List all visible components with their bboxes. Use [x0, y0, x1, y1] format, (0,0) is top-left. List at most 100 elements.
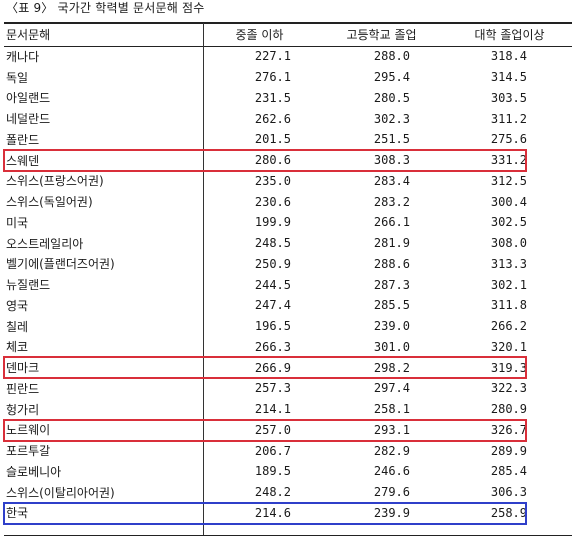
- table-bottom-rule: [4, 535, 572, 536]
- table-row: 슬로베니아 189.5 246.6 285.4: [4, 461, 572, 482]
- college-score: 311.2: [490, 111, 527, 126]
- college-score: 322.3: [490, 381, 527, 396]
- middle-school-score: 266.3: [254, 339, 291, 354]
- middle-school-score: 250.9: [254, 256, 291, 271]
- table-row: 체코 266.3 301.0 320.1: [4, 337, 572, 358]
- literacy-score-table: 문서문해 중졸 이하 고등학교 졸업 대학 졸업이상 캐나다 227.1 288.0…: [4, 23, 572, 523]
- high-school-score: 280.5: [373, 90, 410, 105]
- table-row: 헝가리 214.1 258.1 280.9: [4, 399, 572, 420]
- college-score: 314.5: [490, 70, 527, 85]
- country-cell: 칠레: [6, 319, 29, 334]
- middle-school-score: 280.6: [254, 153, 291, 168]
- college-score: 258.9: [490, 505, 527, 520]
- country-cell: 뉴질랜드: [6, 278, 51, 293]
- table-row: 네덜란드 262.6 302.3 311.2: [4, 108, 572, 129]
- middle-school-score: 201.5: [254, 132, 291, 147]
- table-row: 폴란드 201.5 251.5 275.6: [4, 129, 572, 150]
- country-cell: 캐나다: [6, 49, 40, 64]
- header-high-school: 고등학교 졸업: [346, 28, 417, 42]
- middle-school-score: 266.9: [254, 360, 291, 375]
- country-cell: 폴란드: [6, 132, 40, 147]
- college-score: 289.9: [490, 443, 527, 458]
- college-score: 326.7: [490, 422, 527, 437]
- college-score: 275.6: [490, 132, 527, 147]
- college-score: 318.4: [490, 49, 527, 64]
- middle-school-score: 227.1: [254, 49, 291, 64]
- country-cell: 핀란드: [6, 381, 40, 396]
- country-cell: 체코: [6, 340, 29, 355]
- table-row: 벨기에(플랜더즈어권) 250.9 288.6 313.3: [4, 254, 572, 275]
- table-row: 영국 247.4 285.5 311.8: [4, 295, 572, 316]
- country-cell: 벨기에(플랜더즈어권): [6, 257, 115, 272]
- middle-school-score: 248.5: [254, 236, 291, 251]
- high-school-score: 279.6: [373, 485, 410, 500]
- table-row: 아일랜드 231.5 280.5 303.5: [4, 88, 572, 109]
- high-school-score: 281.9: [373, 236, 410, 251]
- college-score: 266.2: [490, 319, 527, 334]
- middle-school-score: 244.5: [254, 277, 291, 292]
- country-cell: 미국: [6, 215, 29, 230]
- table-row: 한국 214.6 239.9 258.9: [4, 503, 572, 524]
- college-score: 285.4: [490, 464, 527, 479]
- table-row: 캐나다 227.1 288.0 318.4: [4, 46, 572, 67]
- college-score: 320.1: [490, 339, 527, 354]
- high-school-score: 302.3: [373, 111, 410, 126]
- country-cell: 포르투갈: [6, 444, 51, 459]
- high-school-score: 246.6: [373, 464, 410, 479]
- table-row: 오스트레일리아 248.5 281.9 308.0: [4, 233, 572, 254]
- high-school-score: 283.2: [373, 194, 410, 209]
- college-score: 308.0: [490, 236, 527, 251]
- country-cell: 노르웨이: [6, 423, 51, 438]
- middle-school-score: 276.1: [254, 70, 291, 85]
- middle-school-score: 257.0: [254, 422, 291, 437]
- middle-school-score: 196.5: [254, 319, 291, 334]
- header-literacy: 문서문해: [6, 28, 51, 42]
- table-header-row: 문서문해 중졸 이하 고등학교 졸업 대학 졸업이상: [4, 23, 572, 46]
- table-row: 노르웨이 257.0 293.1 326.7: [4, 420, 572, 441]
- college-score: 311.8: [490, 298, 527, 313]
- country-cell: 헝가리: [6, 402, 40, 417]
- country-cell: 스웨덴: [6, 153, 40, 168]
- college-score: 312.5: [490, 173, 527, 188]
- header-college: 대학 졸업이상: [474, 28, 545, 42]
- header-middle-school: 중졸 이하: [235, 28, 284, 42]
- college-score: 319.3: [490, 360, 527, 375]
- middle-school-score: 247.4: [254, 298, 291, 313]
- column-divider: [203, 23, 204, 535]
- table-row: 포르투갈 206.7 282.9 289.9: [4, 440, 572, 461]
- table-caption: 〈표 9〉 국가간 학력별 문서문해 점수: [6, 1, 205, 15]
- table-row: 미국 199.9 266.1 302.5: [4, 212, 572, 233]
- table-row: 덴마크 266.9 298.2 319.3: [4, 357, 572, 378]
- high-school-score: 239.9: [373, 505, 410, 520]
- country-cell: 독일: [6, 70, 29, 85]
- middle-school-score: 248.2: [254, 485, 291, 500]
- college-score: 331.2: [490, 153, 527, 168]
- high-school-score: 293.1: [373, 422, 410, 437]
- table-row: 뉴질랜드 244.5 287.3 302.1: [4, 274, 572, 295]
- middle-school-score: 206.7: [254, 443, 291, 458]
- high-school-score: 297.4: [373, 381, 410, 396]
- college-score: 280.9: [490, 402, 527, 417]
- table-row: 스위스(프랑스어권) 235.0 283.4 312.5: [4, 171, 572, 192]
- college-score: 313.3: [490, 256, 527, 271]
- table-top-rule: [4, 22, 572, 24]
- country-cell: 스위스(이탈리아어권): [6, 485, 115, 500]
- high-school-score: 258.1: [373, 402, 410, 417]
- high-school-score: 298.2: [373, 360, 410, 375]
- country-cell: 스위스(프랑스어권): [6, 174, 104, 189]
- college-score: 303.5: [490, 90, 527, 105]
- middle-school-score: 230.6: [254, 194, 291, 209]
- high-school-score: 288.0: [373, 49, 410, 64]
- high-school-score: 301.0: [373, 339, 410, 354]
- table-header-rule: [4, 46, 572, 47]
- table-row: 스위스(이탈리아어권) 248.2 279.6 306.3: [4, 482, 572, 503]
- high-school-score: 308.3: [373, 153, 410, 168]
- high-school-score: 285.5: [373, 298, 410, 313]
- high-school-score: 295.4: [373, 70, 410, 85]
- middle-school-score: 257.3: [254, 381, 291, 396]
- table-row: 스위스(독일어권) 230.6 283.2 300.4: [4, 191, 572, 212]
- high-school-score: 282.9: [373, 443, 410, 458]
- college-score: 306.3: [490, 485, 527, 500]
- country-cell: 네덜란드: [6, 112, 51, 127]
- middle-school-score: 189.5: [254, 464, 291, 479]
